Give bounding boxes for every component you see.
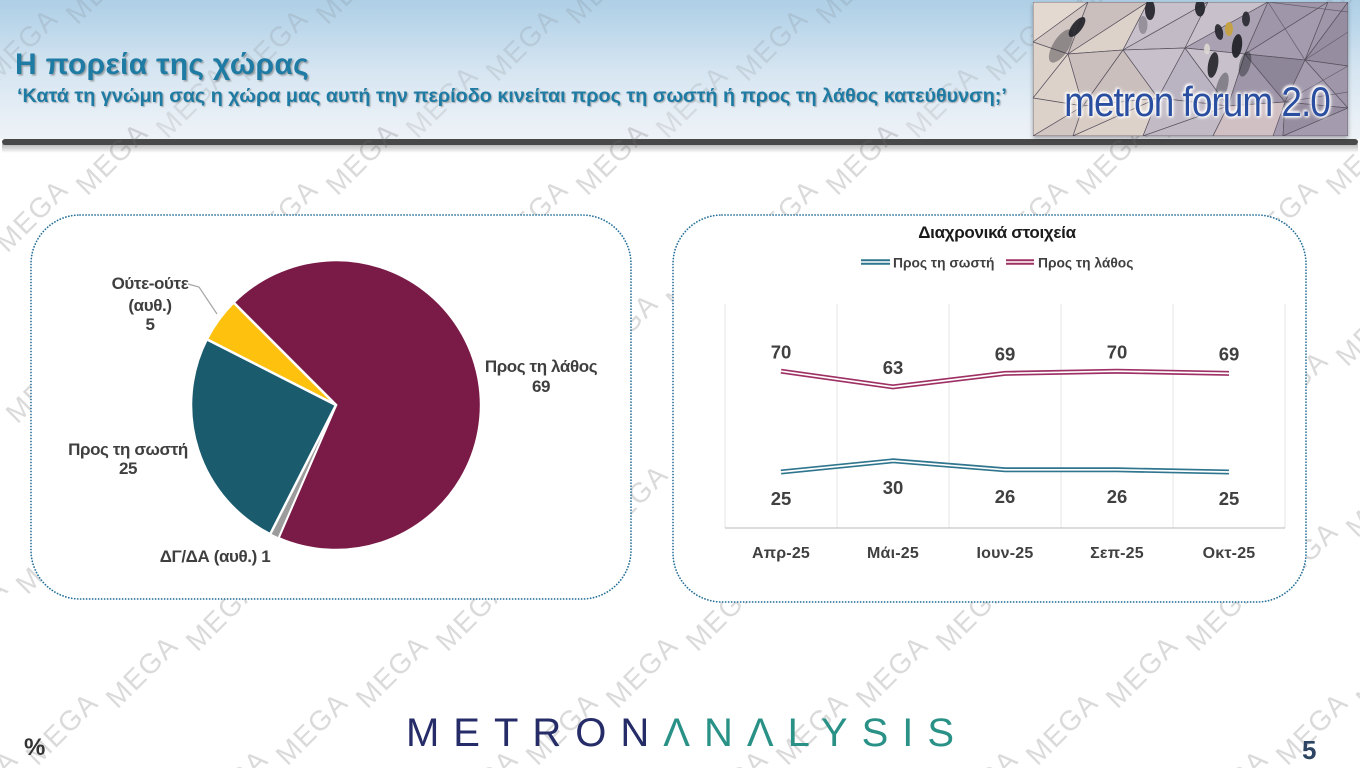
svg-text:Προς τη λάθος: Προς τη λάθος (1038, 256, 1133, 271)
svg-text:Οκτ-25: Οκτ-25 (1203, 545, 1256, 562)
svg-text:Διαχρονικά στοιχεία: Διαχρονικά στοιχεία (918, 223, 1076, 242)
svg-text:69: 69 (1219, 344, 1240, 365)
svg-text:Μάι-25: Μάι-25 (867, 545, 919, 562)
svg-text:69: 69 (995, 344, 1016, 365)
svg-text:Προς τη σωστή: Προς τη σωστή (68, 440, 188, 459)
svg-text:25: 25 (771, 488, 792, 509)
svg-text:70: 70 (771, 341, 792, 362)
svg-text:25: 25 (119, 459, 137, 478)
svg-text:ΔΓ/ΔΑ (αυθ.) 1: ΔΓ/ΔΑ (αυθ.) 1 (160, 547, 271, 566)
svg-text:63: 63 (883, 357, 904, 378)
svg-text:25: 25 (1219, 488, 1240, 509)
svg-text:5: 5 (145, 315, 154, 334)
svg-text:Σεπ-25: Σεπ-25 (1090, 545, 1144, 562)
svg-text:Ούτε-ούτε: Ούτε-ούτε (112, 274, 189, 293)
svg-text:26: 26 (1107, 486, 1128, 507)
svg-text:26: 26 (995, 486, 1016, 507)
svg-text:69: 69 (532, 377, 550, 396)
svg-text:Προς τη λάθος: Προς τη λάθος (485, 357, 598, 376)
svg-text:Ιουν-25: Ιουν-25 (977, 545, 1034, 562)
svg-text:30: 30 (883, 477, 904, 498)
svg-text:(αυθ.): (αυθ.) (128, 296, 171, 315)
svg-text:70: 70 (1107, 341, 1128, 362)
svg-text:Απρ-25: Απρ-25 (752, 545, 810, 562)
svg-text:Προς τη σωστή: Προς τη σωστή (893, 256, 994, 271)
